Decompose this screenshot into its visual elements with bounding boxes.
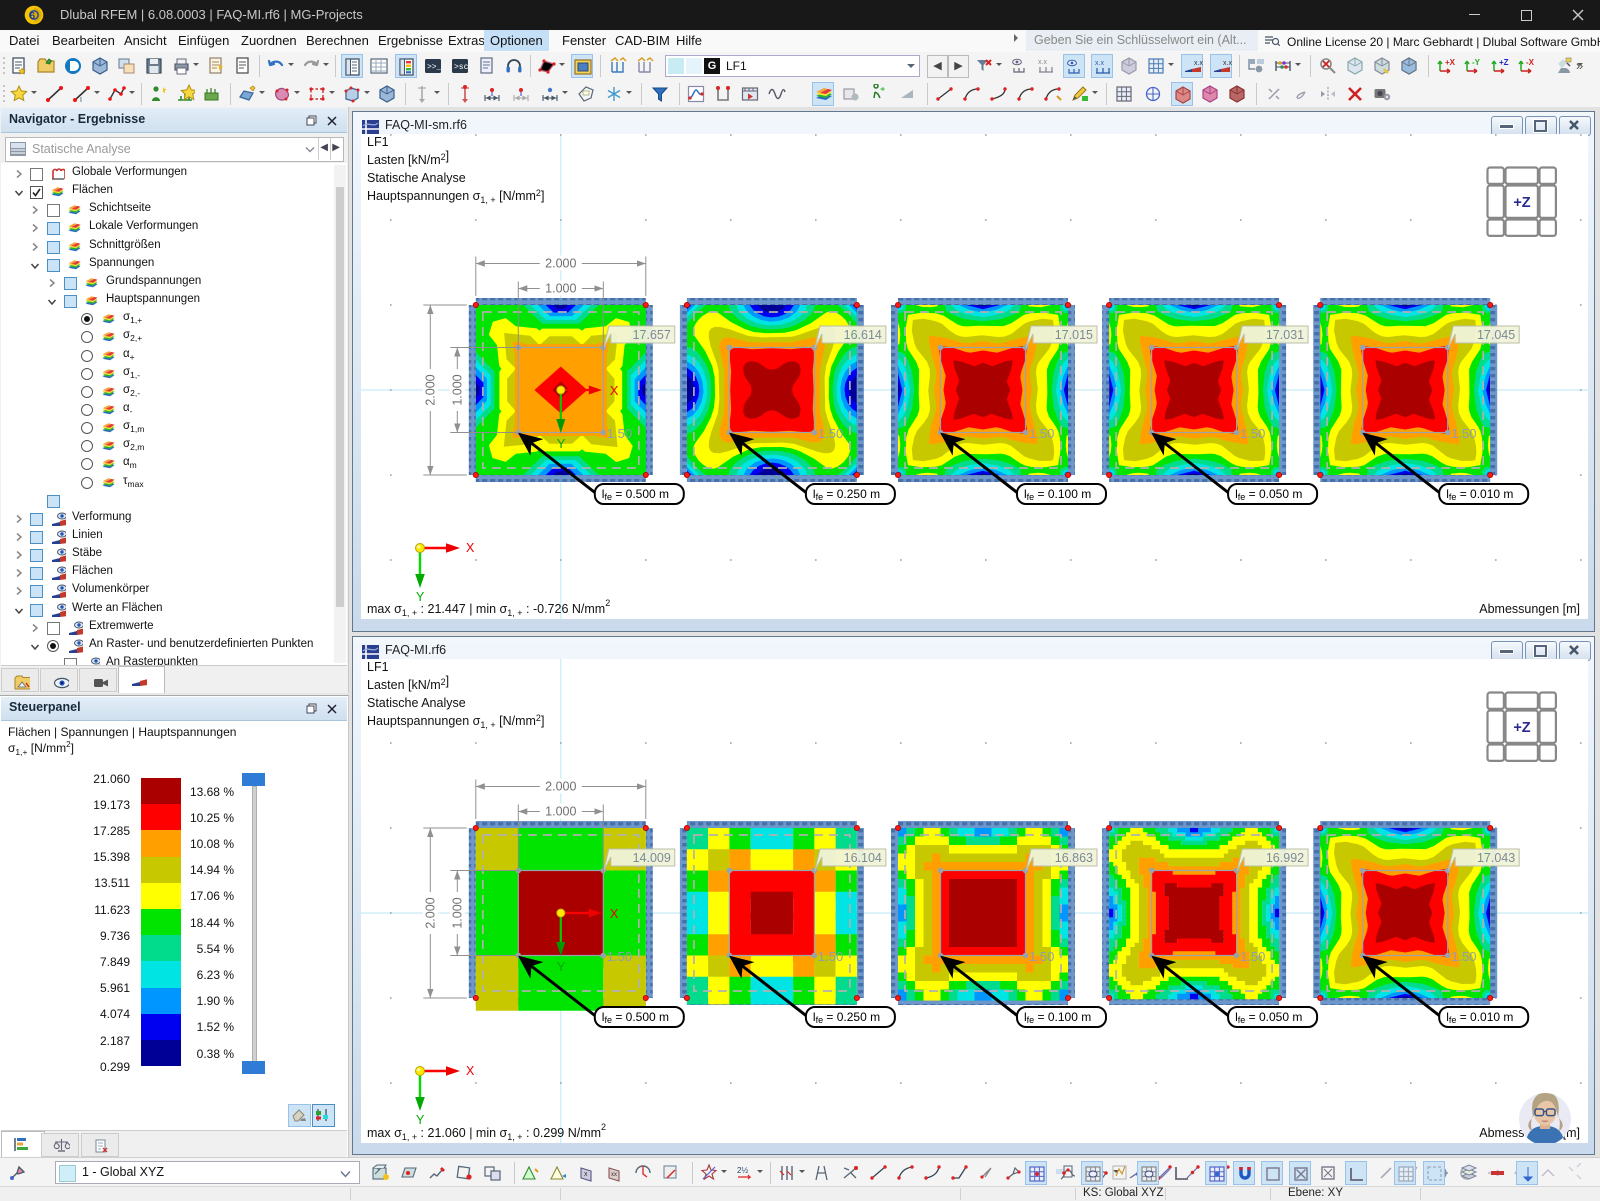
svg-text:Hauptspannungen σ1, + [N/mm2]: Hauptspannungen σ1, + [N/mm2] bbox=[367, 713, 544, 730]
svg-text:x: x bbox=[584, 1171, 588, 1178]
svg-text:1.50: 1.50 bbox=[818, 426, 843, 441]
svg-text:I: I bbox=[80, 97, 82, 104]
svg-text:X: X bbox=[610, 906, 619, 921]
svg-text:lfe = 0.100 m: lfe = 0.100 m bbox=[1024, 1010, 1091, 1025]
svg-text:17.045: 17.045 bbox=[1477, 328, 1515, 342]
svg-text:x.x: x.x bbox=[1194, 60, 1203, 67]
svg-text:2½: 2½ bbox=[737, 1166, 748, 1175]
svg-text:+Z: +Z bbox=[1499, 58, 1509, 67]
svg-text:2.000: 2.000 bbox=[545, 780, 576, 794]
svg-text:Lasten [kN/m2]: Lasten [kN/m2] bbox=[367, 674, 449, 692]
svg-text:X: X bbox=[466, 1064, 475, 1078]
svg-text:16.992: 16.992 bbox=[1266, 851, 1304, 865]
svg-text:Lasten [kN/m2]: Lasten [kN/m2] bbox=[367, 149, 449, 167]
svg-text:16.104: 16.104 bbox=[844, 851, 882, 865]
svg-text:Y: Y bbox=[416, 590, 425, 604]
svg-text:lfe = 0.050 m: lfe = 0.050 m bbox=[1235, 1010, 1302, 1025]
svg-text:>sc: >sc bbox=[454, 63, 469, 72]
svg-text:1.50: 1.50 bbox=[1240, 426, 1265, 441]
svg-text:lfe = 0.500 m: lfe = 0.500 m bbox=[602, 487, 669, 502]
svg-text:+Z: +Z bbox=[1513, 720, 1530, 736]
svg-text:lfe = 0.010 m: lfe = 0.010 m bbox=[1446, 487, 1513, 502]
svg-text:1.50: 1.50 bbox=[1451, 426, 1476, 441]
svg-text:X: X bbox=[466, 541, 475, 555]
svg-text:x.x: x.x bbox=[1223, 60, 1232, 67]
svg-text:+Z: +Z bbox=[1513, 195, 1530, 211]
svg-text:x.x: x.x bbox=[1038, 59, 1047, 66]
svg-text:17.015: 17.015 bbox=[1055, 328, 1093, 342]
svg-text:6: 6 bbox=[30, 11, 36, 22]
svg-text:17.031: 17.031 bbox=[1266, 328, 1304, 342]
svg-text:Statische Analyse: Statische Analyse bbox=[367, 171, 466, 185]
svg-text:lfe = 0.250 m: lfe = 0.250 m bbox=[813, 487, 880, 502]
svg-text:1.000: 1.000 bbox=[450, 374, 464, 405]
svg-text:16.614: 16.614 bbox=[844, 328, 882, 342]
svg-text:Abmessungen [m]: Abmessungen [m] bbox=[1479, 602, 1580, 616]
svg-text:max σ1, + : 21.060 | min σ1, +: max σ1, + : 21.060 | min σ1, + : 0.299 N… bbox=[367, 1122, 606, 1142]
svg-text:1.50: 1.50 bbox=[607, 426, 632, 441]
svg-text:1.50: 1.50 bbox=[1451, 949, 1476, 964]
svg-text:1.50: 1.50 bbox=[1240, 949, 1265, 964]
svg-text:1.50: 1.50 bbox=[607, 949, 632, 964]
svg-text:Y: Y bbox=[416, 1113, 425, 1127]
svg-text:1.50: 1.50 bbox=[1029, 949, 1054, 964]
svg-text:X: X bbox=[610, 383, 619, 398]
svg-text:17.043: 17.043 bbox=[1477, 851, 1515, 865]
svg-text:Statische Analyse: Statische Analyse bbox=[367, 696, 466, 710]
svg-text:+X: +X bbox=[1445, 58, 1455, 67]
svg-text:Y: Y bbox=[557, 436, 566, 451]
svg-text:Y: Y bbox=[557, 959, 566, 974]
svg-text:lfe = 0.100 m: lfe = 0.100 m bbox=[1024, 487, 1091, 502]
svg-text:1.000: 1.000 bbox=[450, 897, 464, 928]
svg-text:lfe = 0.050 m: lfe = 0.050 m bbox=[1235, 487, 1302, 502]
svg-text:lfe = 0.010 m: lfe = 0.010 m bbox=[1446, 1010, 1513, 1025]
svg-text:1.50: 1.50 bbox=[1029, 426, 1054, 441]
svg-text:lfe = 0.250 m: lfe = 0.250 m bbox=[813, 1010, 880, 1025]
svg-text:x.x: x.x bbox=[1095, 60, 1104, 67]
svg-text:Hauptspannungen σ1, + [N/mm2]: Hauptspannungen σ1, + [N/mm2] bbox=[367, 188, 544, 205]
svg-text:xx: xx bbox=[611, 1172, 617, 1178]
svg-text:LF1: LF1 bbox=[367, 135, 389, 149]
svg-text:2.000: 2.000 bbox=[423, 374, 437, 405]
svg-text:1.000: 1.000 bbox=[545, 805, 576, 819]
svg-text:max σ1, + : 21.447 | min σ1, +: max σ1, + : 21.447 | min σ1, + : -0.726 … bbox=[367, 598, 610, 618]
svg-text:>>_: >>_ bbox=[427, 63, 442, 72]
svg-text:lfe = 0.500 m: lfe = 0.500 m bbox=[602, 1010, 669, 1025]
svg-text:1.50: 1.50 bbox=[818, 949, 843, 964]
svg-text:17.657: 17.657 bbox=[633, 328, 671, 342]
svg-text:16.863: 16.863 bbox=[1055, 851, 1093, 865]
svg-text:LF1: LF1 bbox=[367, 660, 389, 674]
svg-text:2.000: 2.000 bbox=[545, 257, 576, 271]
svg-text:-X: -X bbox=[1526, 58, 1535, 67]
svg-text:2.000: 2.000 bbox=[423, 897, 437, 928]
svg-text:14.009: 14.009 bbox=[633, 851, 671, 865]
svg-text:1.000: 1.000 bbox=[545, 282, 576, 296]
svg-text:-Y: -Y bbox=[1472, 58, 1481, 67]
